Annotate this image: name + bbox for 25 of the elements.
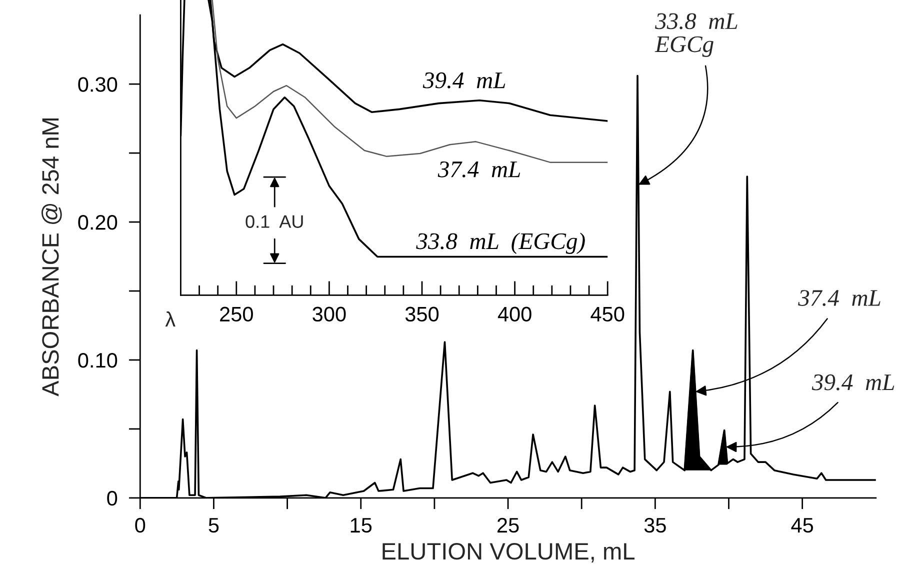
annotation: 0.1 AU <box>246 215 303 228</box>
annotation: 33.8 mL EGCg <box>654 13 738 58</box>
x-tick-label: 15 <box>350 518 372 533</box>
y-axis-title: ABSORBANCE @ 254 nM <box>41 118 62 396</box>
x-tick-label: 300 <box>312 306 346 322</box>
y-tick-label: 0 <box>107 490 118 506</box>
y-tick-label: 0.30 <box>78 77 118 92</box>
x-tick-label: 350 <box>405 306 439 322</box>
x-tick-label: 25 <box>497 518 519 533</box>
series-label: 37.4 mL <box>438 161 520 178</box>
x-tick-label: 250 <box>220 306 253 322</box>
x-tick-label: 35 <box>644 518 666 533</box>
x-axis-title: λ <box>165 311 176 326</box>
series-label: 33.8 mL (EGCg) <box>416 232 585 254</box>
x-tick-label: 0 <box>135 518 146 533</box>
x-tick-label: 400 <box>498 306 532 322</box>
y-tick-label: 0.10 <box>78 352 118 368</box>
annotation: 37.4 mL <box>798 290 880 306</box>
x-axis-title: ELUTION VOLUME, mL <box>382 542 635 562</box>
x-tick-label: 450 <box>590 306 624 322</box>
series-label: 39.4 mL <box>422 72 506 88</box>
x-tick-label: 5 <box>208 518 219 533</box>
annotation: 39.4 mL <box>812 374 894 390</box>
x-tick-label: 45 <box>791 518 814 533</box>
y-tick-label: 0.20 <box>78 215 118 230</box>
